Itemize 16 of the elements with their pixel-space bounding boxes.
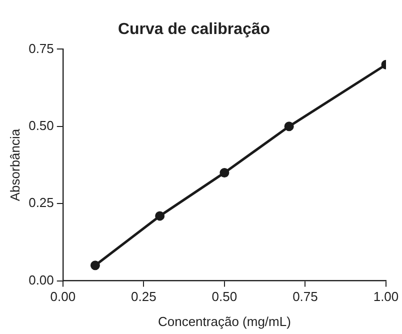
x-tick-label: 0.75 [292, 289, 318, 304]
x-axis-title: Concentração (mg/mL) [158, 314, 291, 329]
point [284, 122, 294, 132]
x-tick-label: 1.00 [373, 289, 399, 304]
chart-title: Curva de calibração [118, 21, 270, 38]
point [155, 211, 165, 221]
point [90, 260, 100, 270]
y-tick-label: 0.75 [28, 40, 54, 56]
point [220, 168, 230, 178]
x-tick-label: 0.25 [131, 289, 156, 304]
y-axis-title: Absorbância [7, 128, 22, 202]
y-tick-label: 0.50 [28, 118, 54, 133]
y-tick-label: 0.00 [28, 272, 54, 288]
x-tick-label: 0.00 [50, 289, 76, 304]
y-tick-label: 0.25 [28, 195, 54, 210]
x-tick-label: 0.50 [212, 289, 238, 304]
